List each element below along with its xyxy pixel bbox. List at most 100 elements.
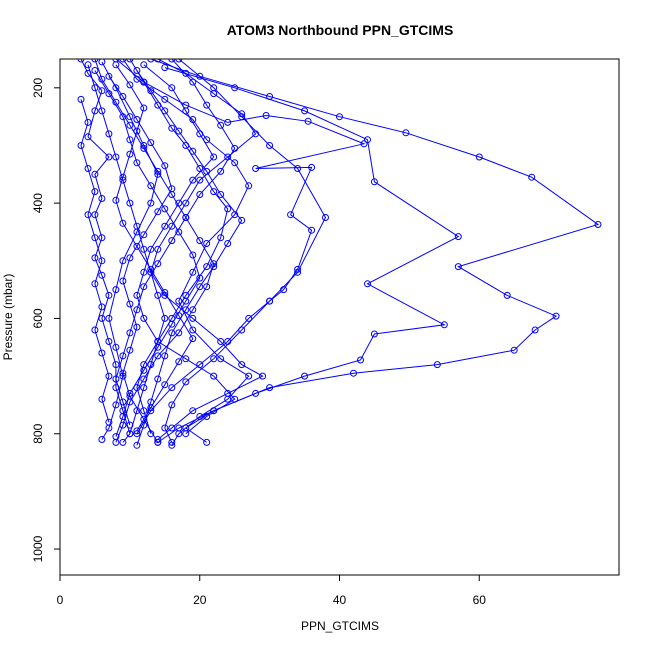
data-point (168, 84, 176, 92)
data-point (91, 254, 99, 262)
series-17 (91, 59, 218, 446)
data-point (203, 413, 211, 420)
data-point (126, 59, 134, 63)
data-point (161, 205, 169, 213)
data-point (133, 159, 141, 167)
data-point (189, 326, 197, 334)
data-point (126, 81, 134, 89)
data-point (182, 306, 190, 314)
x-tick-label: 60 (473, 593, 487, 607)
data-point (98, 271, 106, 279)
data-point (84, 165, 92, 172)
data-point (196, 283, 204, 291)
data-point (154, 338, 162, 345)
data-point (154, 208, 162, 216)
data-point (287, 211, 295, 219)
data-point (112, 286, 120, 294)
data-point (126, 113, 134, 121)
series-line (101, 61, 159, 440)
data-point (77, 95, 85, 103)
data-point (224, 389, 232, 397)
data-point (252, 389, 260, 397)
data-point (154, 375, 162, 383)
data-point (224, 338, 232, 345)
data-point (168, 438, 176, 446)
series-line (108, 76, 173, 443)
data-point (217, 338, 225, 345)
data-point (370, 178, 378, 186)
data-point (203, 263, 211, 271)
data-point (594, 221, 602, 228)
data-point (119, 173, 127, 181)
data-point (154, 436, 162, 443)
series-line (94, 70, 201, 437)
data-point (98, 75, 106, 83)
data-point (126, 199, 134, 207)
data-point (133, 228, 141, 236)
data-point (175, 127, 183, 135)
data-point (112, 375, 120, 383)
data-point (203, 101, 211, 109)
data-point (119, 438, 127, 446)
data-point (126, 346, 134, 354)
data-point (140, 314, 148, 322)
data-point (217, 191, 225, 198)
data-point (140, 384, 148, 392)
data-point (168, 384, 176, 392)
data-point (98, 195, 106, 202)
data-point (196, 130, 204, 138)
series-12 (77, 95, 113, 426)
data-point (168, 237, 176, 245)
data-point (154, 260, 162, 268)
data-point (161, 352, 169, 360)
data-point (182, 199, 190, 207)
data-point (252, 165, 260, 172)
axis-layer: 0 20 40 60 200 400 600 800 1000 (31, 77, 486, 607)
data-point (189, 306, 197, 314)
data-point (126, 430, 134, 438)
data-point (528, 173, 536, 181)
data-point (175, 329, 183, 337)
data-point (126, 121, 134, 129)
data-point (182, 430, 190, 438)
data-point (154, 291, 162, 299)
data-point (119, 398, 127, 406)
data-point (98, 436, 106, 443)
data-point (308, 163, 316, 171)
data-point (77, 142, 85, 149)
data-point (147, 199, 155, 207)
data-point (112, 438, 120, 446)
data-point (231, 84, 239, 92)
series-line (115, 64, 194, 432)
y-tick-label: 800 (31, 423, 45, 443)
data-point (98, 87, 106, 95)
data-point (84, 211, 92, 219)
data-point (140, 245, 148, 253)
data-point (98, 395, 106, 403)
data-point (105, 418, 113, 426)
data-point (98, 234, 106, 242)
series-7 (98, 59, 162, 443)
data-point (126, 398, 134, 406)
data-point (98, 107, 106, 115)
data-point (182, 378, 190, 386)
data-point (126, 136, 134, 144)
data-point (91, 280, 99, 288)
data-point (105, 153, 113, 161)
data-point (98, 303, 106, 311)
series-line (115, 59, 236, 426)
data-point (119, 219, 127, 227)
data-point (91, 211, 99, 219)
data-point (119, 59, 127, 63)
data-point (105, 130, 113, 138)
series-15 (112, 61, 197, 435)
series-14 (133, 67, 246, 449)
data-point (140, 144, 148, 152)
data-point (259, 372, 267, 380)
data-point (168, 124, 176, 132)
data-point (531, 326, 539, 334)
data-point (105, 314, 113, 322)
data-point (112, 98, 120, 106)
data-point (182, 297, 190, 305)
